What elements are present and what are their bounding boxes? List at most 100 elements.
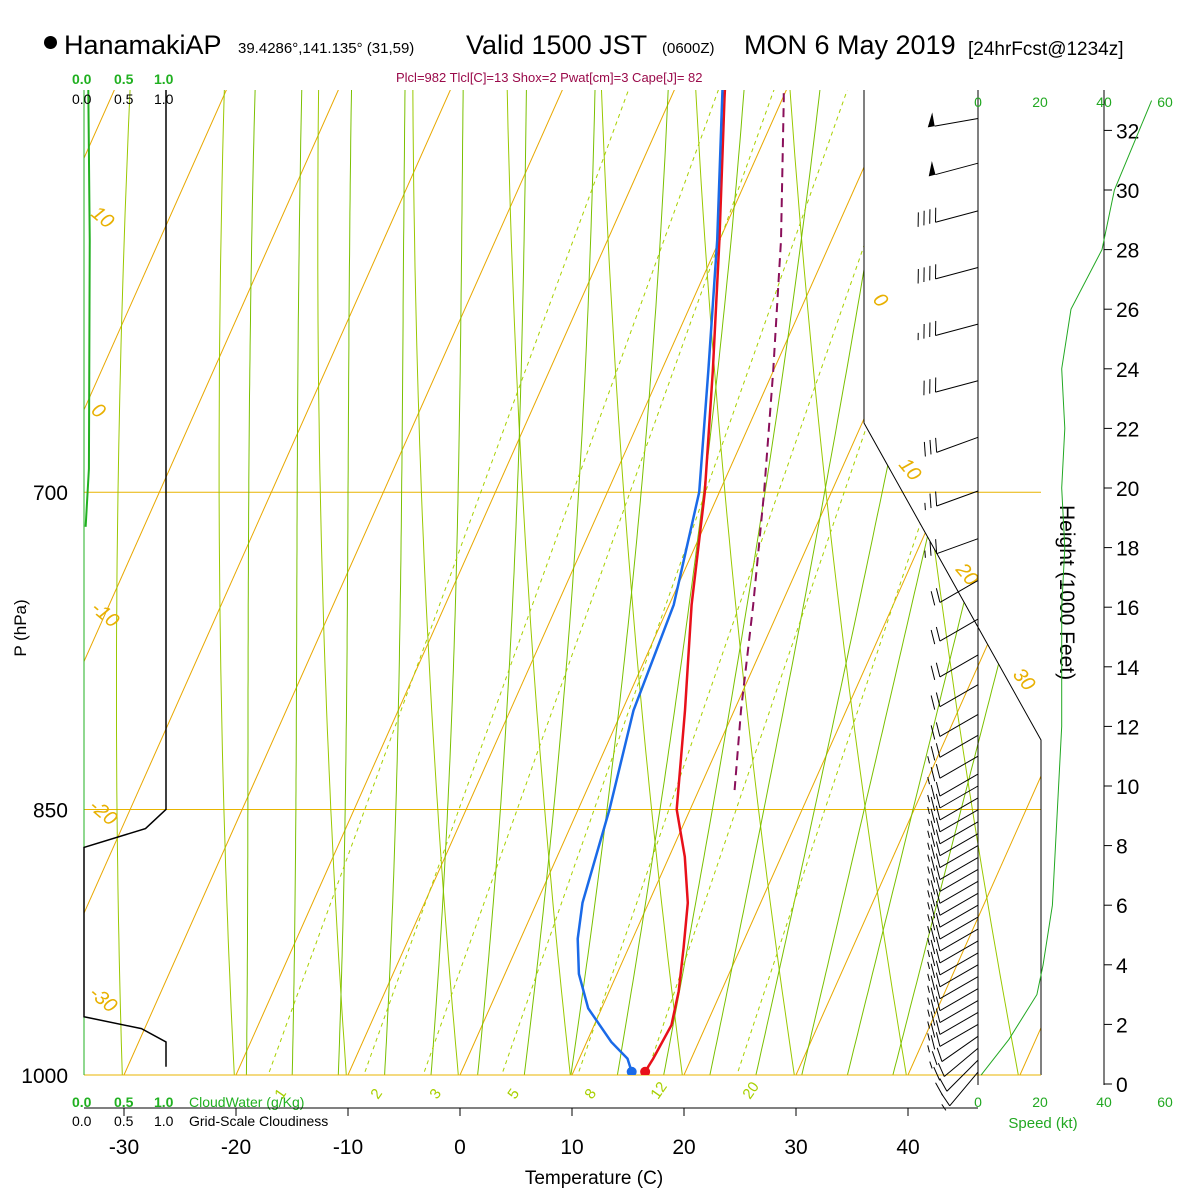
- wind-barb: [930, 684, 979, 710]
- wind-barb: [923, 377, 979, 396]
- height-tick-label: 20: [1116, 478, 1139, 501]
- sounding-parameters: Plcl=982 Tlcl[C]=13 Shox=2 Pwat[cm]=3 Ca…: [396, 70, 703, 85]
- wind-barb: [927, 797, 979, 827]
- wind-speed-profile: [980, 100, 1153, 1076]
- wind-barb: [927, 821, 979, 850]
- cloudwater-tick-top: 0.5: [114, 71, 134, 87]
- wind-barb: [927, 1012, 979, 1041]
- cloudwater-profile: [84, 90, 91, 527]
- wind-barb: [927, 833, 979, 862]
- height-tick-label: 28: [1116, 240, 1139, 263]
- height-tick-label: 0: [1116, 1074, 1128, 1097]
- cloudwater-axis-label: CloudWater (g/Kg): [189, 1094, 304, 1110]
- height-tick-label: 22: [1116, 418, 1139, 441]
- speed-tick-bottom: 60: [1157, 1094, 1173, 1110]
- dry-adiabat-line: [917, 90, 1041, 1075]
- cloudiness-tick-top: 0.5: [114, 91, 134, 107]
- cloudwater-tick-bottom: 0.0: [72, 1094, 92, 1110]
- height-tick-label: 12: [1116, 716, 1139, 739]
- pressure-tick-label: 1000: [21, 1065, 68, 1088]
- moist-adiabat-line: [827, 90, 1041, 1075]
- wind-barb: [927, 916, 979, 946]
- height-tick-label: 16: [1116, 597, 1139, 620]
- wind-barb: [930, 579, 979, 606]
- height-tick-label: 18: [1116, 538, 1139, 561]
- moist-adiabat-line: [603, 90, 793, 1075]
- isotherm-line: [84, 90, 1021, 1075]
- wind-barb: [927, 755, 979, 785]
- wind-barb: [927, 869, 979, 898]
- cloudiness-tick-bottom: 0.0: [72, 1113, 92, 1129]
- dry-adiabat-line: [840, 90, 1035, 1075]
- cloudiness-tick-bottom: 0.5: [114, 1113, 134, 1129]
- dry-adiabat-line: [84, 90, 175, 1075]
- temperature-tick-label: 20: [672, 1136, 695, 1159]
- wind-barb: [930, 654, 979, 681]
- speed-tick-top: 0: [974, 94, 982, 110]
- wind-barb: [927, 952, 979, 982]
- temperature-tick-label: -10: [333, 1136, 363, 1159]
- wind-barb: [930, 618, 979, 645]
- isotherm-line: [235, 90, 1041, 1075]
- background-lines: [84, 0, 1200, 1155]
- speed-tick-bottom: 40: [1096, 1094, 1112, 1110]
- left-panel-labels: 0.0 0.0 0.5 0.5 1.0 1.0 0.0 0.0 0.5 0.5 1.0 1.0 Clou…: [72, 71, 328, 1129]
- dry-adiabat-line: [760, 90, 921, 1075]
- wind-barb: [927, 988, 979, 1017]
- mixing-ratio-label: 5: [504, 1086, 523, 1103]
- cloudwater-tick-top: 1.0: [154, 71, 174, 87]
- wind-barb: [928, 161, 979, 177]
- speed-tick-top: 40: [1096, 94, 1112, 110]
- isotherm-line: [907, 90, 1041, 1075]
- moist-adiabat-line: [513, 90, 637, 1075]
- height-tick-label: 26: [1116, 299, 1139, 322]
- wind-barb: [941, 1071, 979, 1111]
- moist-adiabat-line: [692, 90, 1010, 1075]
- temperature-tick-label: -30: [109, 1136, 139, 1159]
- surface-temperature-dot: [640, 1066, 651, 1075]
- isotherm-line: [84, 90, 125, 1075]
- pressure-temperature-axes: 2503004005007008501000P (hPa)-30-20-1001…: [11, 482, 978, 1189]
- isotherm-label: 0: [868, 289, 892, 312]
- cloudwater-tick-bottom: 0.5: [114, 1094, 134, 1110]
- dry-adiabat-line: [317, 90, 399, 1075]
- height-tick-label: 8: [1116, 836, 1128, 859]
- moist-adiabat-line: [872, 90, 1041, 1075]
- pressure-tick-label: 700: [33, 482, 68, 505]
- dry-adiabat-line: [1068, 0, 1200, 1155]
- wind-barb: [927, 845, 979, 874]
- height-tick-label: 14: [1116, 657, 1140, 680]
- wind-barbs: [917, 112, 979, 1111]
- wind-barb: [927, 1023, 979, 1053]
- wind-barb: [930, 714, 979, 740]
- isotherm-line: [84, 90, 573, 1075]
- wind-barb: [927, 928, 979, 958]
- wind-barb: [935, 1059, 979, 1096]
- wind-barb: [927, 940, 979, 970]
- isotherm-line: [795, 90, 1041, 1075]
- moist-adiabat-line: [782, 90, 1041, 1075]
- wind-barb: [927, 734, 979, 764]
- temperature-tick-label: 30: [784, 1136, 807, 1159]
- wind-barb: [929, 1035, 979, 1069]
- station-marker-icon: [44, 36, 57, 49]
- mixing-ratio-label: 20: [739, 1079, 762, 1102]
- wind-barb: [917, 320, 979, 341]
- isotherm-line: [84, 90, 461, 1075]
- isotherm-line: [1019, 90, 1041, 1075]
- cloudiness-tick-bottom: 1.0: [154, 1113, 174, 1129]
- isotherm-line: [84, 90, 349, 1075]
- height-tick-label: 4: [1116, 955, 1128, 978]
- speed-tick-top: 60: [1157, 94, 1173, 110]
- temperature-tick-label: -20: [221, 1136, 251, 1159]
- wind-barb: [927, 112, 979, 128]
- mixing-ratio-label: 2: [367, 1086, 386, 1103]
- isotherm-label: 10: [87, 202, 118, 233]
- cloudiness-tick-top: 1.0: [154, 91, 174, 107]
- dry-adiabat-line: [677, 90, 807, 1075]
- speed-tick-bottom: 0: [974, 1094, 982, 1110]
- dry-adiabat-line: [993, 90, 1041, 1075]
- cloudwater-tick-bottom: 1.0: [154, 1094, 174, 1110]
- left-cloud-panel: [83, 90, 167, 1075]
